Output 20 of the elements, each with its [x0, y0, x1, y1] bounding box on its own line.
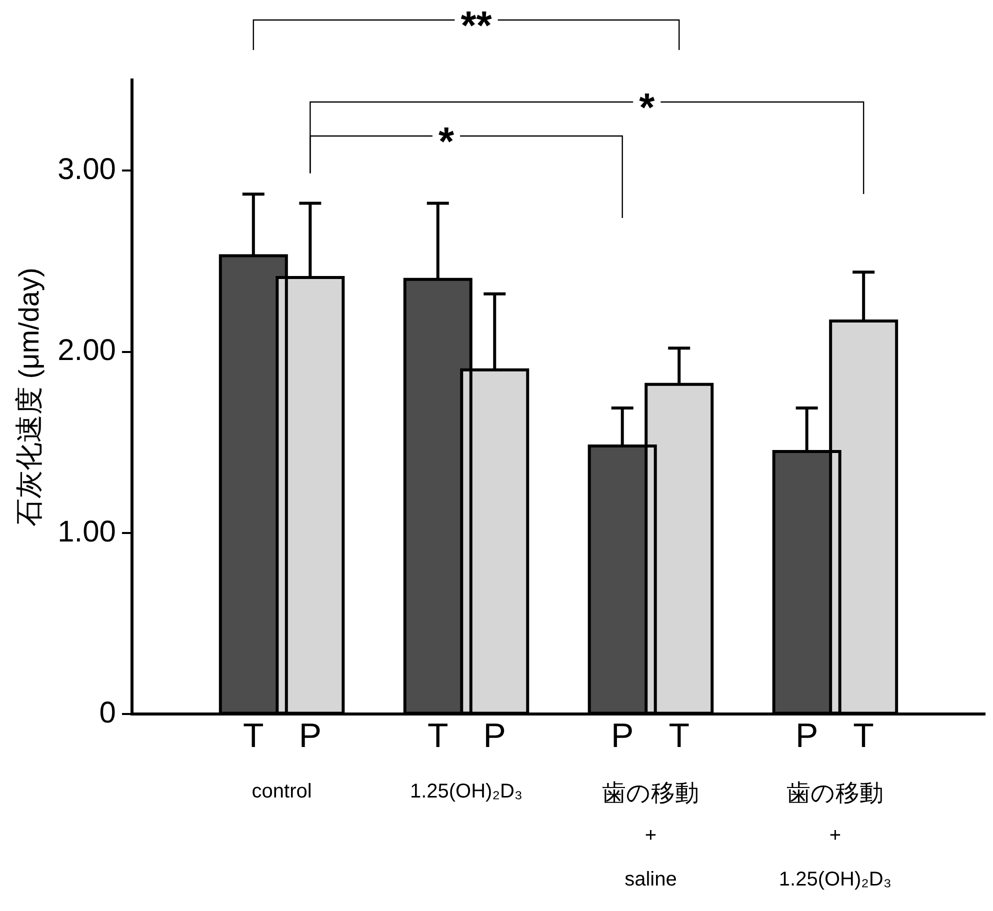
text: control [252, 780, 312, 803]
x-tick-label: P [298, 716, 322, 755]
text: 歯の移動 + 1.25(OH)₂D₃ [778, 780, 892, 891]
x-tick-label: P [611, 716, 634, 755]
x-tick-label: T [853, 716, 874, 755]
x-tick-label: T [668, 716, 690, 755]
text: ** [460, 4, 492, 48]
x-tick-label: T [427, 716, 448, 755]
y-tick-label: 0 [99, 696, 116, 730]
y-tick-label: 1.00 [58, 515, 116, 548]
y-tick-label: 3.00 [58, 152, 116, 186]
text: 1.25(OH)₂D₃ [410, 780, 523, 803]
y-axis-title: 石灰化速度 (μm/day) [14, 268, 45, 527]
y-tick-label: 2.00 [58, 334, 116, 368]
x-tick-label: P [795, 716, 818, 755]
text: 歯の移動 + saline [602, 780, 700, 891]
x-tick-label: T [243, 716, 264, 755]
annotation: * [438, 120, 454, 164]
x-tick-label: P [483, 716, 506, 755]
annotation: * [639, 86, 656, 130]
